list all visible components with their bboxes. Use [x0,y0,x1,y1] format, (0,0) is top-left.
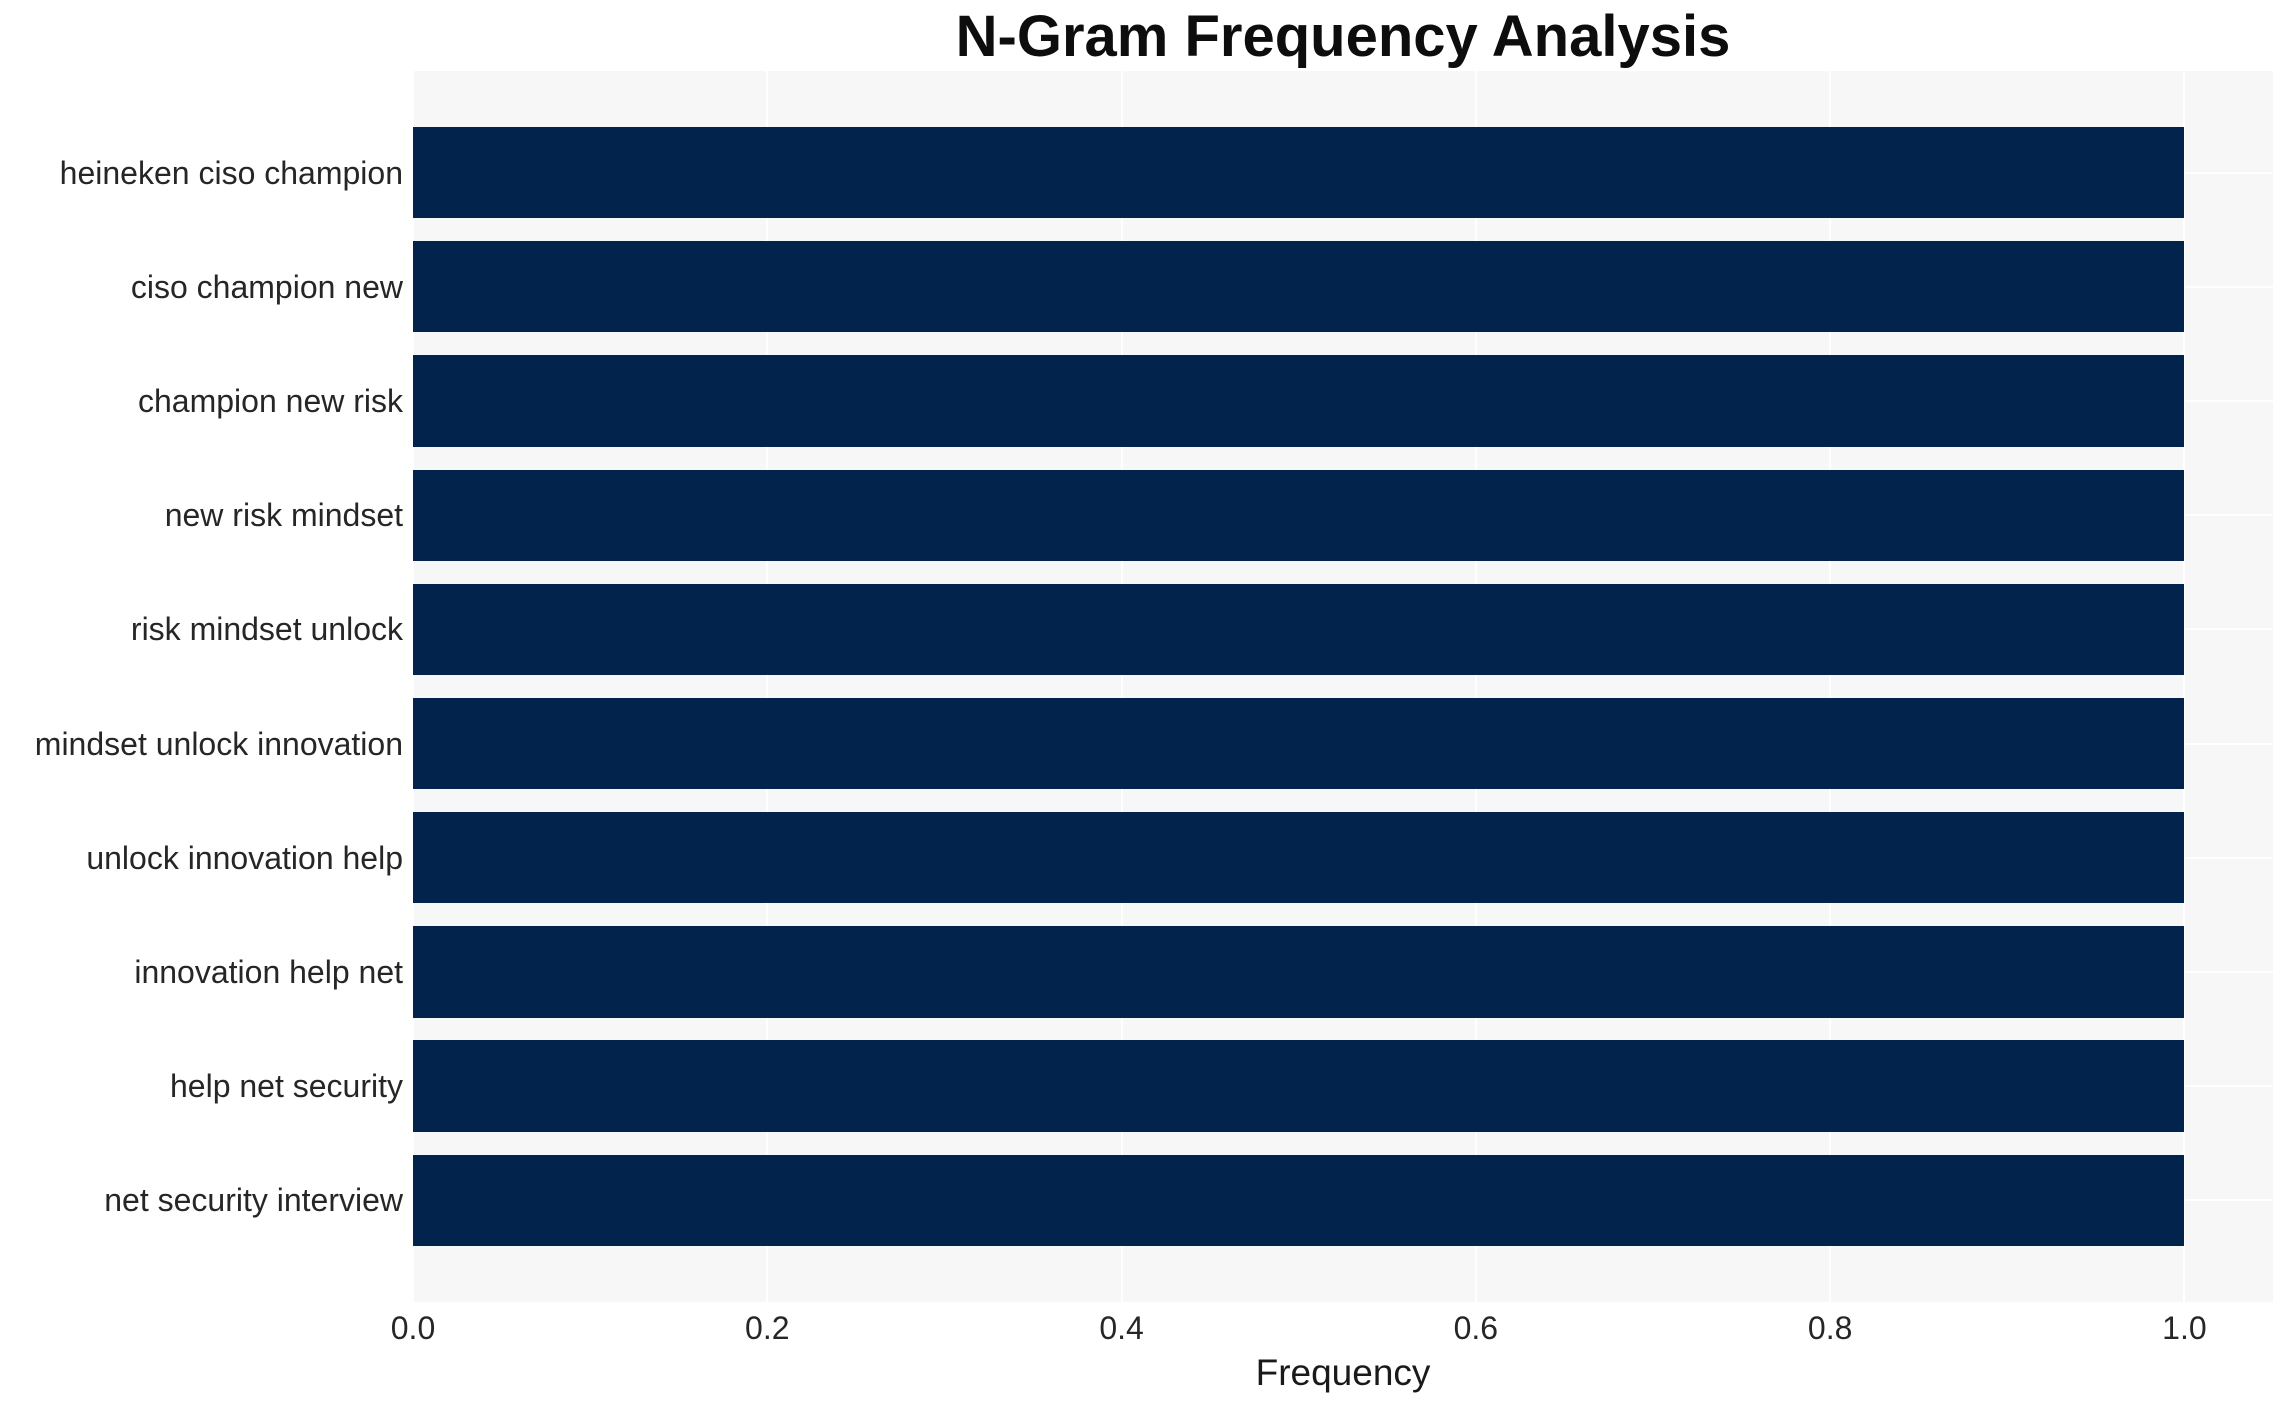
x-axis-tick-labels: 0.0 0.2 0.4 0.6 0.8 1.0 [391,1310,2273,1351]
bar [413,355,2185,447]
y-tick-label: help net security [169,1068,403,1105]
y-tick-label: unlock innovation help [86,839,403,876]
y-tick-label: net security interview [104,1182,403,1219]
x-tick-label: 0.8 [1807,1310,1853,1346]
chart-title: N-Gram Frequency Analysis [955,4,1731,69]
x-gridline [412,71,414,1302]
bar [413,1154,2185,1247]
bar [413,469,2185,561]
y-tick-label: risk mindset unlock [130,611,403,648]
x-tick-label: 0.6 [1453,1310,1499,1346]
bar [413,926,2185,1018]
y-tick-label: ciso champion new [130,268,403,305]
y-tick-label: champion new risk [138,383,403,420]
x-gridline [766,71,769,1302]
x-tick-label: 0.2 [745,1310,790,1346]
x-gridline [1120,71,1123,1302]
bar [413,1040,2185,1132]
bar [413,241,2185,333]
x-tick-label: 0.4 [1099,1310,1144,1346]
y-tick-label: heineken ciso champion [59,154,403,191]
x-gridline [2183,71,2186,1302]
x-tick-label: 1.0 [2162,1310,2207,1346]
bar [413,812,2185,904]
x-gridline [1829,71,1832,1302]
y-axis-labels: heineken ciso champion ciso champion new c… [0,71,403,1302]
bar [413,583,2185,676]
x-axis-title: Frequency [1255,1352,1431,1393]
x-gridline [1474,71,1477,1302]
bar [413,126,2185,219]
y-tick-label: innovation help net [134,953,403,990]
bar [413,697,2185,790]
plot-area [412,71,2273,1302]
y-tick-label: new risk mindset [164,497,403,534]
x-tick-label: 0.0 [390,1310,436,1346]
y-tick-label: mindset unlock innovation [34,725,403,762]
